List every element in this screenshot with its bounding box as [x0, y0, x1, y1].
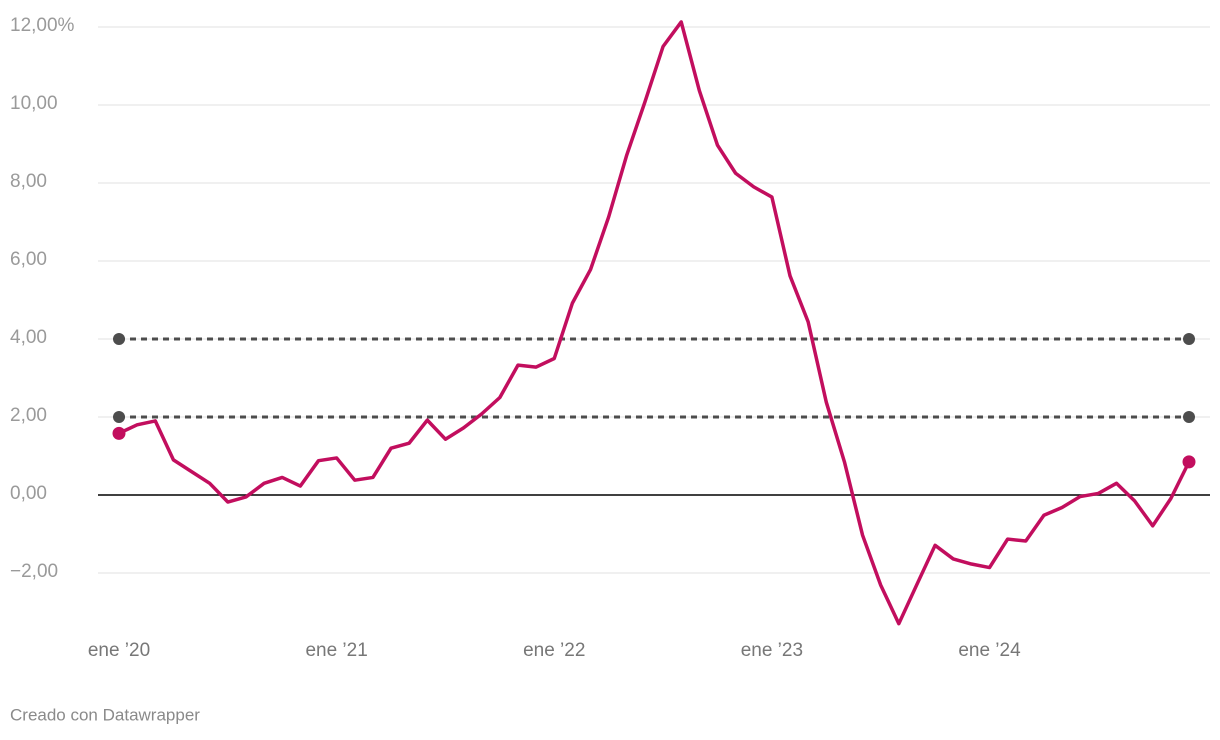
y-tick-label: 0,00: [10, 483, 47, 504]
y-tick-label: 2,00: [10, 405, 47, 426]
footer: Creado con Datawrapper: [10, 705, 200, 724]
data-line: [118, 20, 1191, 626]
y-tick-label: −2,00: [10, 561, 58, 582]
y-tick-label: 12,00%: [10, 15, 75, 36]
end-marker: [1182, 455, 1196, 469]
reference-dot: [1183, 411, 1195, 423]
x-tick-label: ene ’24: [958, 640, 1021, 661]
y-tick-label: 4,00: [10, 327, 47, 348]
x-tick-label: ene ’21: [305, 640, 367, 661]
y-tick-label: 10,00: [10, 93, 58, 114]
reference-dot: [113, 333, 125, 345]
x-tick-label: ene ’20: [88, 640, 150, 661]
x-tick-label: ene ’22: [523, 640, 585, 661]
x-tick-label: ene ’23: [741, 640, 803, 661]
reference-dot: [113, 411, 125, 423]
y-tick-label: 8,00: [10, 171, 47, 192]
reference-dot: [1183, 333, 1195, 345]
end-marker: [112, 426, 126, 440]
y-tick-label: 6,00: [10, 249, 47, 270]
